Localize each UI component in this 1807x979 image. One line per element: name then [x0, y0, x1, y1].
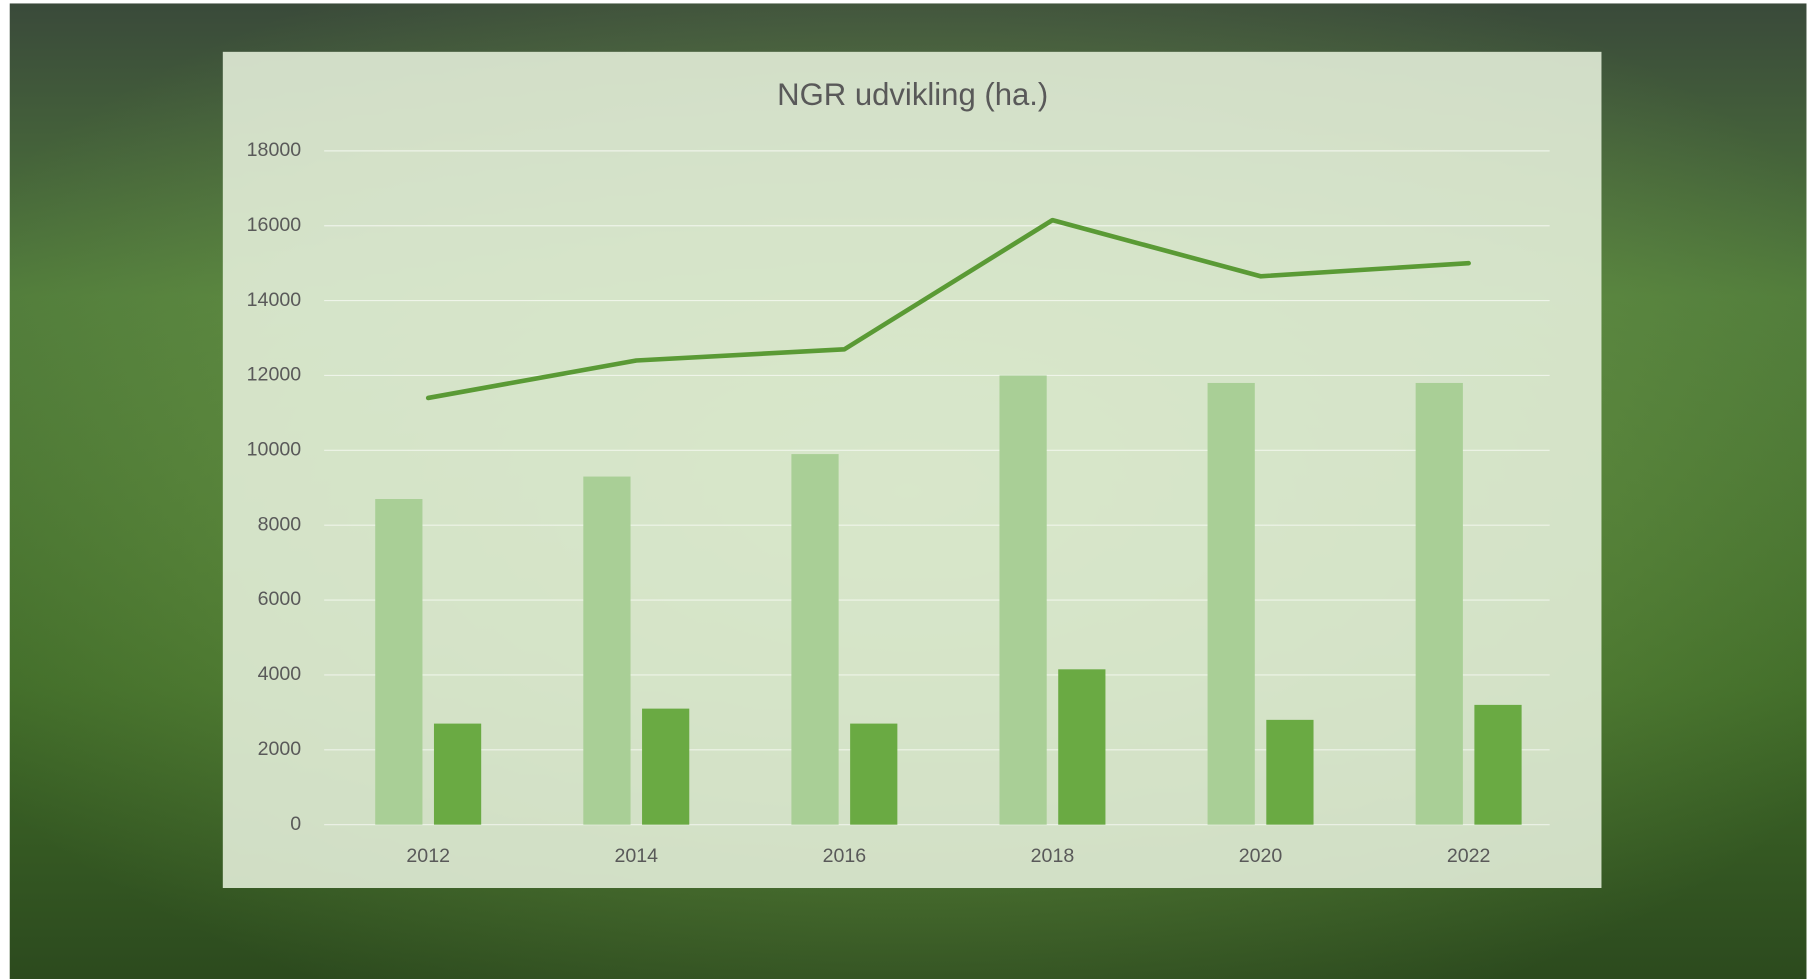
bar	[583, 476, 631, 825]
y-tick-label: 12000	[247, 364, 302, 386]
chart-panel	[222, 51, 1602, 889]
y-tick-label: 16000	[247, 214, 302, 236]
bar	[791, 454, 839, 825]
x-tick-label: 2018	[1031, 845, 1075, 867]
y-tick-label: 14000	[247, 289, 302, 311]
y-tick-label: 2000	[258, 738, 302, 760]
bar	[1266, 719, 1314, 825]
bar	[1207, 382, 1255, 825]
x-tick-label: 2014	[615, 845, 659, 867]
bar	[850, 723, 898, 825]
y-tick-label: 4000	[258, 663, 302, 685]
plot-area: 0 2000 4000 6000 8000 10000 12000 14000 16000 180…	[247, 139, 1550, 867]
bar	[1058, 669, 1106, 825]
x-tick-label: 2022	[1447, 845, 1491, 867]
bar	[1474, 704, 1522, 825]
y-tick-label: 18000	[247, 139, 302, 161]
y-tick-label: 8000	[258, 513, 302, 535]
line	[425, 217, 1471, 401]
y-tick-label: 0	[290, 813, 301, 835]
y-tick-label: 6000	[258, 588, 302, 610]
bar	[375, 499, 423, 825]
bar	[642, 708, 690, 825]
y-tick-label: 10000	[247, 439, 302, 461]
x-tick-label: 2020	[1239, 845, 1283, 867]
x-tick-label: 2012	[406, 845, 450, 867]
chart-title: NGR udvikling (ha.)	[777, 77, 1048, 112]
x-tick-label: 2016	[823, 845, 867, 867]
bar	[433, 723, 482, 825]
bar	[999, 375, 1047, 825]
bar	[1415, 382, 1463, 825]
